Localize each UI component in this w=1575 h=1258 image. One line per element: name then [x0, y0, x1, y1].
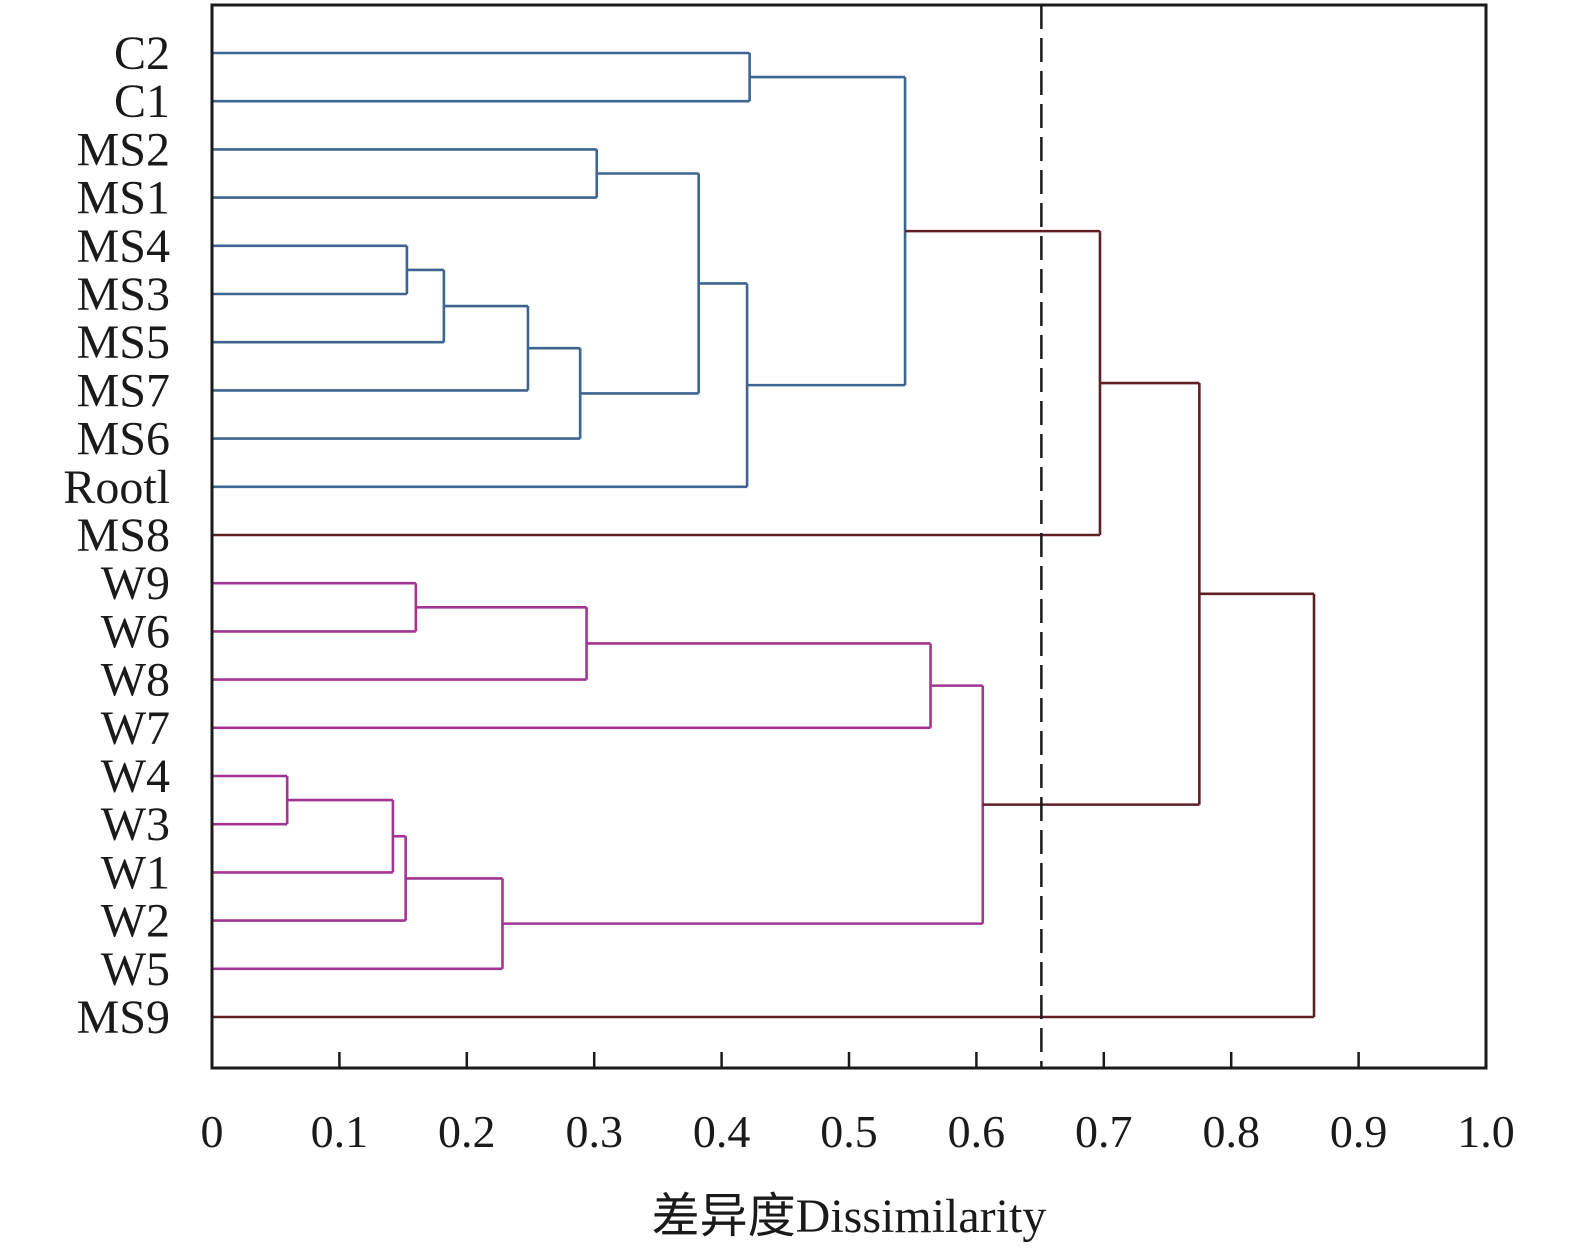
x-tick-label-2: 0.2 — [438, 1106, 496, 1157]
leaf-label-ms4: MS4 — [77, 220, 170, 273]
merge-m13 — [212, 642, 932, 730]
leaf-label-w8: W8 — [101, 654, 170, 707]
merge-m17 — [212, 877, 504, 971]
merge-m5 — [212, 304, 530, 392]
merge-m19 — [982, 381, 1201, 806]
x-tick-label-5: 0.5 — [820, 1106, 878, 1157]
leaf-label-w1: W1 — [101, 846, 170, 899]
leaf-label-ms3: MS3 — [77, 268, 170, 321]
x-axis-title: 差异度Dissimilarity — [652, 1190, 1047, 1243]
merge-m12 — [212, 605, 588, 681]
leaf-label-c1: C1 — [114, 75, 170, 128]
leaf-label-w4: W4 — [101, 750, 170, 803]
x-axis-ticks — [210, 1052, 1488, 1068]
x-tick-label-9: 0.9 — [1330, 1106, 1388, 1157]
merge-m4 — [212, 268, 446, 344]
leaf-label-ms6: MS6 — [77, 413, 170, 466]
merge-m20 — [212, 592, 1316, 1019]
merge-m1 — [212, 51, 751, 103]
x-tick-label-10: 1.0 — [1457, 1106, 1515, 1157]
leaf-label-c2: C2 — [114, 27, 170, 80]
merge-m11 — [212, 581, 418, 633]
leaf-label-w6: W6 — [101, 605, 170, 658]
merge-m3 — [212, 244, 409, 296]
x-tick-label-8: 0.8 — [1202, 1106, 1260, 1157]
leaf-label-ms5: MS5 — [77, 316, 170, 369]
leaf-label-ms8: MS8 — [77, 509, 170, 562]
merge-m7 — [580, 172, 700, 395]
leaf-label-ms9: MS9 — [77, 991, 170, 1044]
x-tick-label-0: 0 — [201, 1106, 224, 1157]
x-tick-label-6: 0.6 — [948, 1106, 1006, 1157]
x-tick-label-3: 0.3 — [565, 1106, 623, 1157]
leaf-label-w2: W2 — [101, 895, 170, 948]
leaf-label-w3: W3 — [101, 798, 170, 851]
merge-m6 — [212, 346, 582, 440]
merge-m2 — [212, 148, 599, 199]
leaf-label-w5: W5 — [101, 943, 170, 996]
leaf-labels: C2C1MS2MS1MS4MS3MS5MS7MS6RootlMS8W9W6W8W… — [63, 27, 170, 1044]
x-tick-label-1: 0.1 — [311, 1106, 369, 1157]
merge-m16 — [212, 834, 407, 922]
leaf-label-w7: W7 — [101, 702, 170, 755]
x-tick-label-4: 0.4 — [693, 1106, 751, 1157]
leaf-label-ms2: MS2 — [77, 123, 170, 176]
merge-m14 — [212, 774, 289, 826]
merge-m15 — [212, 798, 395, 874]
leaf-label-ms1: MS1 — [77, 172, 170, 225]
leaf-label-rootl: Rootl — [63, 461, 170, 514]
leaf-label-ms7: MS7 — [77, 364, 170, 417]
plot-frame — [210, 3, 1488, 1070]
dendrogram-links — [212, 51, 1316, 1019]
leaf-label-w9: W9 — [101, 557, 170, 610]
merge-m9 — [747, 75, 907, 387]
merge-m10 — [212, 229, 1102, 537]
x-tick-label-7: 0.7 — [1075, 1106, 1133, 1157]
merge-m8 — [212, 282, 749, 489]
merge-m18 — [502, 684, 985, 925]
x-axis-tick-labels: 0 0.1 0.2 0.3 0.4 0.5 0.6 0.7 0.8 0.9 1.0 — [201, 1106, 1515, 1157]
